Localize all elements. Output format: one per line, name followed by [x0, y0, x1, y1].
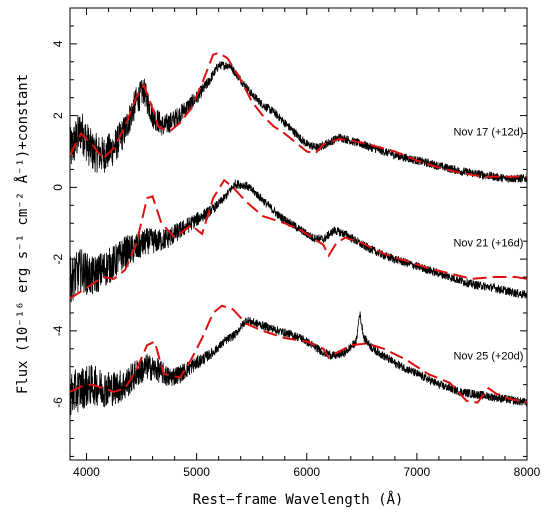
spectrum-epoch-label: Nov 21 (+16d) [453, 238, 523, 250]
x-tick-label: 7000 [404, 465, 431, 479]
spectrum-epoch-label: Nov 17 (+12d) [453, 126, 523, 138]
model-spectrum-line [69, 51, 527, 178]
series-group [69, 51, 528, 419]
spectrum-epoch-label: Nov 25 (+20d) [453, 351, 523, 363]
y-tick-label: -6 [51, 397, 65, 408]
y-tick-label: -4 [51, 325, 65, 336]
y-tick-labels: 4 2 0 -2 -4 -6 [51, 40, 65, 408]
x-tick-label: 4000 [73, 465, 100, 479]
model-spectrum-line [69, 304, 528, 404]
y-axis-title: Flux (10⁻¹⁶ erg s⁻¹ cm⁻² Å⁻¹)+constant [14, 74, 31, 394]
ticks [70, 7, 528, 460]
y-tick-label: -2 [51, 253, 65, 264]
observed-spectrum-line [69, 311, 528, 419]
y-tick-label: 2 [51, 112, 65, 119]
y-tick-label: 4 [51, 40, 65, 47]
x-tick-label: 6000 [293, 465, 320, 479]
y-tick-label: 0 [51, 184, 65, 191]
observed-spectrum-line [69, 179, 528, 303]
x-tick-label: 5000 [183, 465, 210, 479]
plot-frame [69, 7, 528, 461]
x-tick-label: 8000 [514, 465, 541, 479]
x-axis-title: Rest−frame Wavelength (Å) [193, 491, 404, 508]
x-tick-labels: 4000 5000 6000 7000 8000 [73, 465, 541, 479]
observed-spectrum-line [69, 61, 528, 183]
spectrum-labels: Nov 17 (+12d) Nov 21 (+16d) Nov 25 (+20d) [453, 126, 523, 362]
